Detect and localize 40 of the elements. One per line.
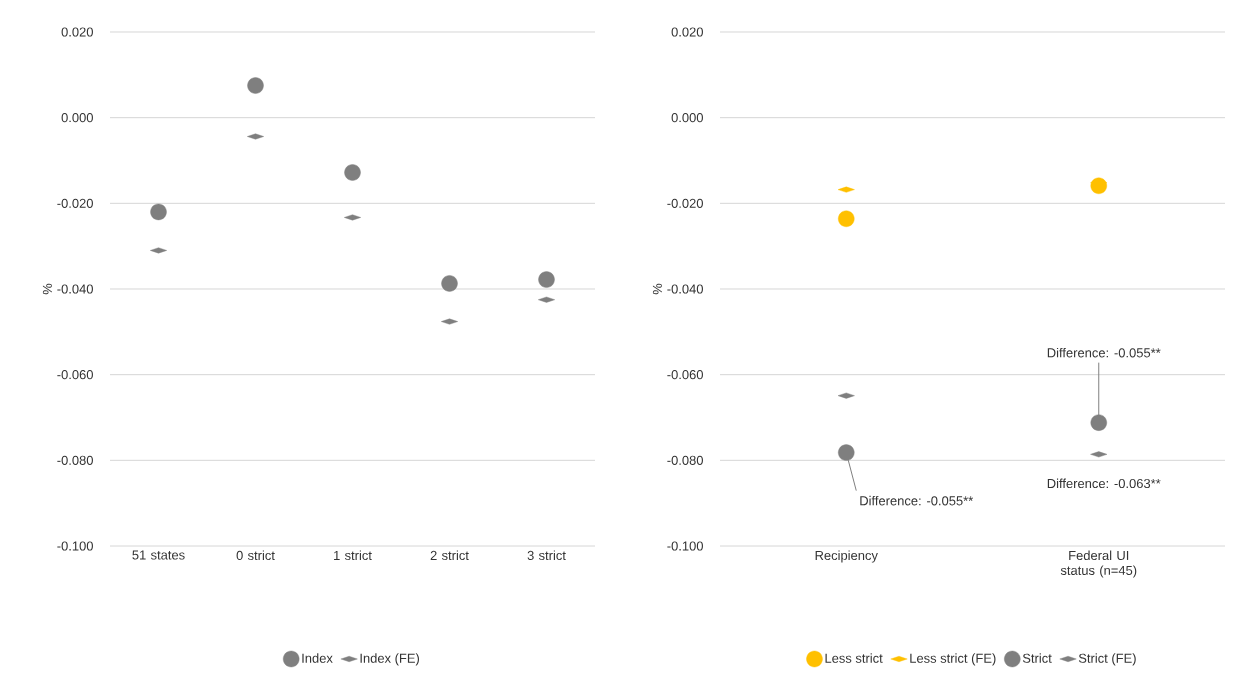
point [441, 275, 458, 292]
annotation: Difference: -0.055** [1047, 347, 1161, 358]
point [838, 210, 855, 227]
x-tick-label: 3 strict [527, 550, 566, 561]
legend-label: Strict [1022, 653, 1052, 663]
x-tick-label: Recipiency [815, 550, 878, 563]
legend-label: Less strict (FE) [910, 653, 996, 666]
point [1090, 414, 1107, 431]
point [838, 444, 855, 461]
annotation: Difference: -0.055** [860, 495, 974, 506]
x-tick-label: 1 strict [334, 550, 372, 561]
y-tick-label: -0.020 [57, 198, 93, 208]
y-tick-label: -0.100 [57, 541, 93, 551]
y-axis-title: % [42, 283, 52, 295]
point [247, 77, 264, 94]
y-tick-label: -0.020 [667, 198, 703, 208]
legend-label: Index [302, 653, 333, 663]
x-tick-label: Federal UI status (n=45) [1060, 550, 1137, 578]
y-tick-label: -0.100 [667, 541, 703, 551]
legend-label: Strict (FE) [1078, 653, 1136, 666]
y-tick-label: 0.020 [61, 27, 93, 37]
y-tick-label: -0.040 [667, 284, 703, 294]
x-tick-label: 0 strict [236, 550, 275, 561]
point [344, 164, 361, 181]
point [538, 271, 555, 288]
y-tick-label: 0.000 [61, 113, 93, 123]
y-tick-label: 0.020 [671, 27, 703, 37]
y-tick-label: -0.040 [57, 284, 93, 294]
point [150, 203, 167, 221]
y-tick-label: -0.080 [57, 455, 93, 465]
x-tick-label: 51 states [132, 550, 185, 560]
annotation: Difference: -0.063** [1047, 478, 1161, 489]
y-axis-title: % [652, 283, 662, 295]
y-tick-label: -0.080 [667, 455, 703, 465]
y-tick-label: -0.060 [57, 370, 93, 380]
legend-label: Less strict [825, 653, 883, 663]
y-tick-label: -0.060 [667, 370, 703, 380]
y-tick-label: 0.000 [671, 113, 703, 123]
x-tick-label: 2 strict [430, 550, 469, 561]
legend-label: Index (FE) [360, 653, 419, 666]
